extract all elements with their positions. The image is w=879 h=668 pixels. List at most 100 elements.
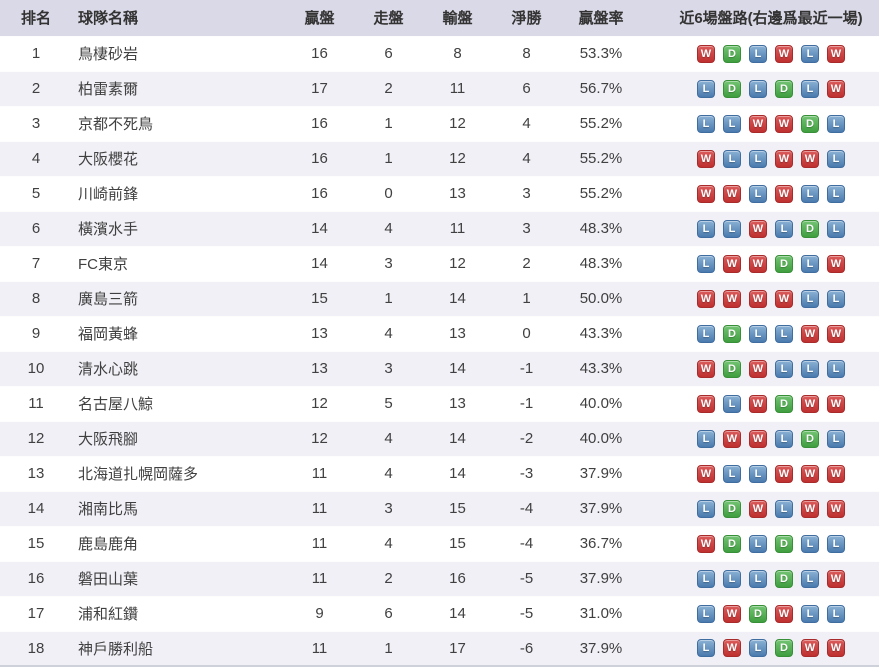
losses-cell: 17 [449,639,466,657]
form-badge-loss-icon: L [749,149,767,168]
form-badge-loss-icon: L [697,639,715,658]
table-row: 10 清水心跳 13 3 14 -1 43.3% W D W L L L [0,351,879,386]
form-badge-win-icon: W [749,219,767,238]
form-badge-loss-icon: L [801,289,819,308]
form-badge-draw-icon: D [723,44,741,63]
win-rate-cell: 50.0% [579,290,623,307]
form-badge-loss-icon: L [723,114,741,133]
rank-cell: 3 [31,115,41,132]
form-badge-loss-icon: L [697,604,715,623]
form-badge-win-icon: W [827,639,845,658]
form-badge-win-icon: W [723,604,741,623]
form-badge-loss-icon: L [827,604,845,623]
team-name-cell: FC東京 [78,256,128,273]
pushes-cell: 4 [384,220,393,237]
form-badge-win-icon: W [801,394,819,413]
wins-cell: 11 [311,535,328,552]
form-badge-win-icon: W [827,464,845,483]
losses-cell: 13 [449,395,466,412]
form-badge-win-icon: W [723,289,741,308]
form-badge-loss-icon: L [723,149,741,168]
form-badge-loss-icon: L [801,184,819,203]
team-name-cell: 北海道扎幌岡薩多 [78,466,199,483]
form-badge-win-icon: W [749,254,767,273]
net-wins-cell: -5 [519,570,534,587]
net-wins-cell: -4 [519,535,534,552]
wins-cell: 11 [311,500,328,517]
pushes-cell: 1 [384,115,393,132]
team-name-cell: 神戶勝利船 [78,640,154,658]
form-badge-loss-icon: L [723,394,741,413]
win-rate-cell: 37.9% [579,500,623,517]
wins-cell: 16 [311,115,328,132]
wins-cell: 16 [311,45,328,62]
form-badge-draw-icon: D [723,499,741,518]
net-wins-cell: 6 [522,80,531,97]
form-badge-win-icon: W [801,499,819,518]
wins-cell: 13 [311,325,328,342]
wins-cell: 13 [311,360,328,377]
losses-cell: 14 [449,290,466,307]
form-badge-loss-icon: L [827,149,845,168]
team-name-cell: 柏雷素爾 [78,81,139,98]
form-badge-win-icon: W [801,149,819,168]
form-badge-win-icon: W [801,324,819,343]
form-badge-loss-icon: L [827,359,845,378]
form-badge-loss-icon: L [749,464,767,483]
form-badge-win-icon: W [697,394,715,413]
win-rate-cell: 55.2% [579,150,623,167]
team-name-cell: 磐田山葉 [78,571,139,588]
form-badge-win-icon: W [827,254,845,273]
losses-cell: 12 [449,150,466,167]
form-badge-loss-icon: L [801,534,819,553]
losses-cell: 14 [449,465,466,482]
net-wins-cell: 1 [522,290,531,307]
form-badge-win-icon: W [775,149,793,168]
form-badge-loss-icon: L [827,184,845,203]
team-name-cell: 橫濱水手 [78,221,139,238]
form-badge-loss-icon: L [697,114,715,133]
form-badge-win-icon: W [749,289,767,308]
wins-cell: 12 [311,430,328,447]
pushes-cell: 1 [384,150,393,167]
form-badge-loss-icon: L [697,499,715,518]
losses-cell: 11 [449,220,466,237]
form-badge-win-icon: W [827,44,845,63]
rank-cell: 1 [31,45,41,62]
rank-cell: 15 [27,535,45,552]
form-badge-win-icon: W [697,149,715,168]
form-badge-loss-icon: L [697,79,715,98]
team-name-cell: 福岡黃蜂 [78,326,139,343]
rank-cell: 18 [27,639,45,657]
team-name-cell: 大阪櫻花 [78,151,139,168]
form-badge-draw-icon: D [775,394,793,413]
form-badge-draw-icon: D [723,359,741,378]
table-row: 15 鹿島鹿角 11 4 15 -4 36.7% W D L D L L [0,526,879,561]
net-wins-cell: 4 [522,115,531,132]
wins-cell: 11 [311,570,328,587]
table-header-row: 排名 球隊名稱 贏盤 走盤 輸盤 淨勝 贏盤率 近6場盤路(右邊爲最近一場) [0,0,879,36]
table-row: 12 大阪飛腳 12 4 14 -2 40.0% L W W L D L [0,421,879,456]
losses-cell: 15 [449,500,466,517]
form-badge-loss-icon: L [775,219,793,238]
pushes-cell: 5 [384,395,393,412]
form-badge-win-icon: W [775,44,793,63]
form-badge-win-icon: W [801,639,819,658]
form-badge-win-icon: W [749,359,767,378]
losses-cell: 12 [449,115,466,132]
team-name-cell: 清水心跳 [78,361,139,378]
form-badge-loss-icon: L [775,499,793,518]
table-row: 18 神戶勝利船 11 1 17 -6 37.9% L W L D W W [0,631,879,666]
form-badge-win-icon: W [801,464,819,483]
win-rate-cell: 36.7% [579,535,623,552]
rank-cell: 6 [31,220,41,237]
team-name-cell: 大阪飛腳 [78,431,139,448]
table-row: 7 FC東京 14 3 12 2 48.3% L W W D L W [0,246,879,281]
wins-cell: 11 [311,465,328,482]
form-badge-loss-icon: L [827,114,845,133]
form-badge-draw-icon: D [723,79,741,98]
